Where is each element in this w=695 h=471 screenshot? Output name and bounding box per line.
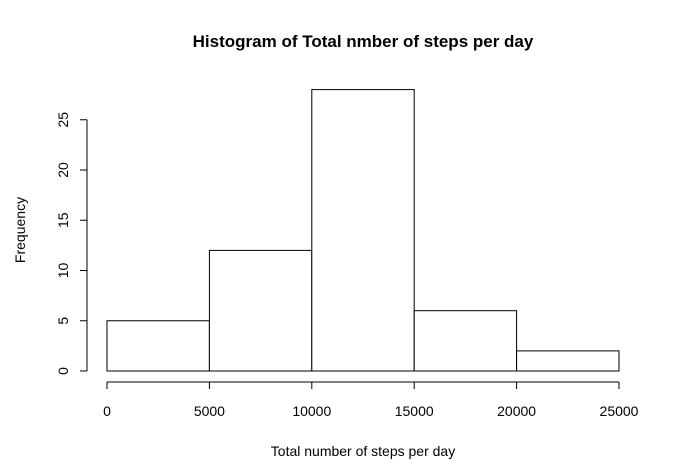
x-axis-label: Total number of steps per day bbox=[271, 443, 455, 459]
y-axis: 0 5 10 15 20 25 bbox=[55, 112, 88, 375]
x-axis: 0 5000 10000 15000 20000 25000 bbox=[103, 381, 639, 419]
x-tick-label-1: 5000 bbox=[194, 403, 225, 419]
histogram-bar-3 bbox=[413, 310, 518, 372]
y-tick-label-0: 0 bbox=[55, 367, 71, 375]
x-tick-label-3: 15000 bbox=[395, 403, 434, 419]
histogram-bar-1 bbox=[208, 249, 313, 372]
histogram-bar-0 bbox=[106, 320, 210, 372]
y-axis-label: Frequency bbox=[12, 197, 28, 263]
chart-title: Histogram of Total nmber of steps per da… bbox=[193, 32, 534, 51]
y-tick-label-5: 25 bbox=[55, 112, 71, 128]
histogram-bar-2 bbox=[311, 89, 415, 372]
x-tick-label-5: 25000 bbox=[600, 403, 639, 419]
histogram-bar-4 bbox=[516, 350, 620, 372]
y-tick-label-3: 15 bbox=[55, 212, 71, 228]
x-tick-label-2: 10000 bbox=[292, 403, 331, 419]
x-tick-label-0: 0 bbox=[103, 403, 111, 419]
y-tick-label-1: 5 bbox=[55, 317, 71, 325]
bars-group bbox=[106, 89, 620, 372]
x-tick-label-4: 20000 bbox=[497, 403, 536, 419]
y-tick-label-4: 20 bbox=[55, 162, 71, 178]
y-tick-label-2: 10 bbox=[55, 263, 71, 279]
